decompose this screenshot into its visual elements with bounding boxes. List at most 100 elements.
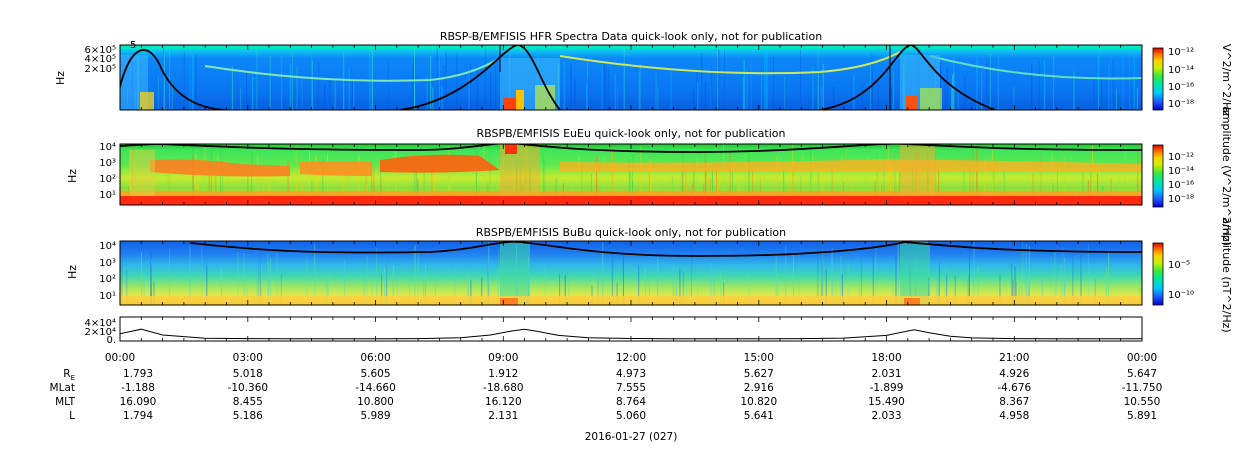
texture-stripe [1082,172,1084,205]
texture-stripe [720,270,722,305]
texture-stripe [867,156,869,205]
texture-stripe [559,273,561,305]
texture-stripe [372,45,374,110]
texture-stripe [935,152,937,205]
texture-stripe [256,269,258,305]
panel2-colorbar [1152,144,1164,208]
texture-stripe [191,46,193,110]
texture-stripe [761,73,763,110]
ephemeris-value: -11.750 [1122,382,1163,394]
texture-stripe [1064,273,1066,305]
texture-stripe [776,155,778,205]
texture-stripe [723,282,725,305]
panel3-cb-tick-2: 10⁻¹⁰ [1168,290,1194,301]
texture-stripe [414,48,415,110]
texture-stripe [252,76,253,110]
texture-stripe [1112,59,1114,110]
x-tick-label: 06:00 [360,352,390,364]
texture-stripe [976,57,978,110]
texture-stripe [157,76,159,110]
texture-stripe [820,86,822,110]
texture-stripe [163,46,164,110]
texture-stripe [860,254,862,305]
texture-stripe [697,81,699,110]
texture-stripe [817,168,819,205]
texture-stripe [169,247,170,305]
texture-stripe [784,77,786,110]
texture-stripe [273,172,275,205]
ephemeris-value: 5.641 [744,410,774,422]
panel2-cb-tick-1: 10⁻¹² [1168,152,1194,163]
texture-stripe [704,145,706,205]
texture-stripe [386,245,388,305]
texture-stripe [1057,156,1058,205]
texture-stripe [237,251,239,305]
ephemeris-value: -14.660 [355,382,396,394]
texture-stripe [217,154,219,205]
texture-stripe [384,267,386,305]
texture-stripe [988,57,990,110]
texture-stripe [280,273,282,305]
texture-stripe [750,63,752,110]
ephemeris-value: -1.188 [121,382,155,394]
x-tick-label: 00:00 [1127,352,1157,364]
texture-stripe [657,87,659,110]
texture-stripe [742,77,744,110]
texture-stripe [231,66,233,110]
texture-stripe [268,261,270,305]
texture-stripe [210,150,212,205]
texture-stripe [717,47,719,110]
texture-stripe [454,267,456,305]
texture-stripe [481,277,483,305]
texture-stripe [257,155,259,205]
texture-stripe [891,86,892,110]
texture-stripe [679,269,681,305]
texture-stripe [953,71,955,110]
texture-stripe [785,245,787,305]
texture-stripe [992,150,993,205]
texture-stripe [607,285,609,305]
texture-stripe [258,254,260,305]
ephemeris-value: 5.647 [1127,368,1157,380]
texture-stripe [590,173,592,205]
texture-stripe [1055,274,1057,305]
texture-stripe [894,151,896,205]
texture-stripe [1108,250,1110,305]
texture-stripe [226,166,228,205]
texture-stripe [386,175,388,205]
texture-stripe [696,159,698,205]
x-tick-label: 15:00 [744,352,774,364]
texture-stripe [431,150,433,205]
texture-stripe [1133,51,1135,110]
texture-stripe [191,165,193,205]
texture-stripe [1025,244,1027,305]
texture-stripe [835,276,837,305]
texture-stripe [872,255,874,305]
x-tick-label: 21:00 [999,352,1029,364]
panel2-cb-tick-2: 10⁻¹⁴ [1168,166,1194,177]
texture-stripe [611,149,613,205]
texture-stripe [841,274,843,305]
panel1-ytick-3: 2×10⁵ [85,64,116,75]
texture-stripe [246,67,248,110]
texture-stripe [251,150,253,205]
texture-stripe [756,165,758,205]
texture-stripe [1011,263,1013,305]
texture-stripe [574,78,576,110]
panel3-ytick-2: 10³ [99,258,116,269]
panel4-ytick-2: 2×10⁴ [85,327,116,338]
texture-stripe [817,172,819,205]
texture-stripe [1003,168,1005,205]
texture-stripe [765,51,767,110]
texture-stripe [714,267,716,305]
panel1-spectrogram [120,45,1142,110]
texture-stripe [858,280,860,305]
texture-stripe [192,50,194,110]
texture-stripe [969,243,970,305]
texture-stripe [476,66,478,110]
texture-stripe [456,54,458,110]
panel2-ylabel: Hz [66,169,79,183]
texture-stripe [713,275,715,305]
texture-stripe [202,158,204,205]
